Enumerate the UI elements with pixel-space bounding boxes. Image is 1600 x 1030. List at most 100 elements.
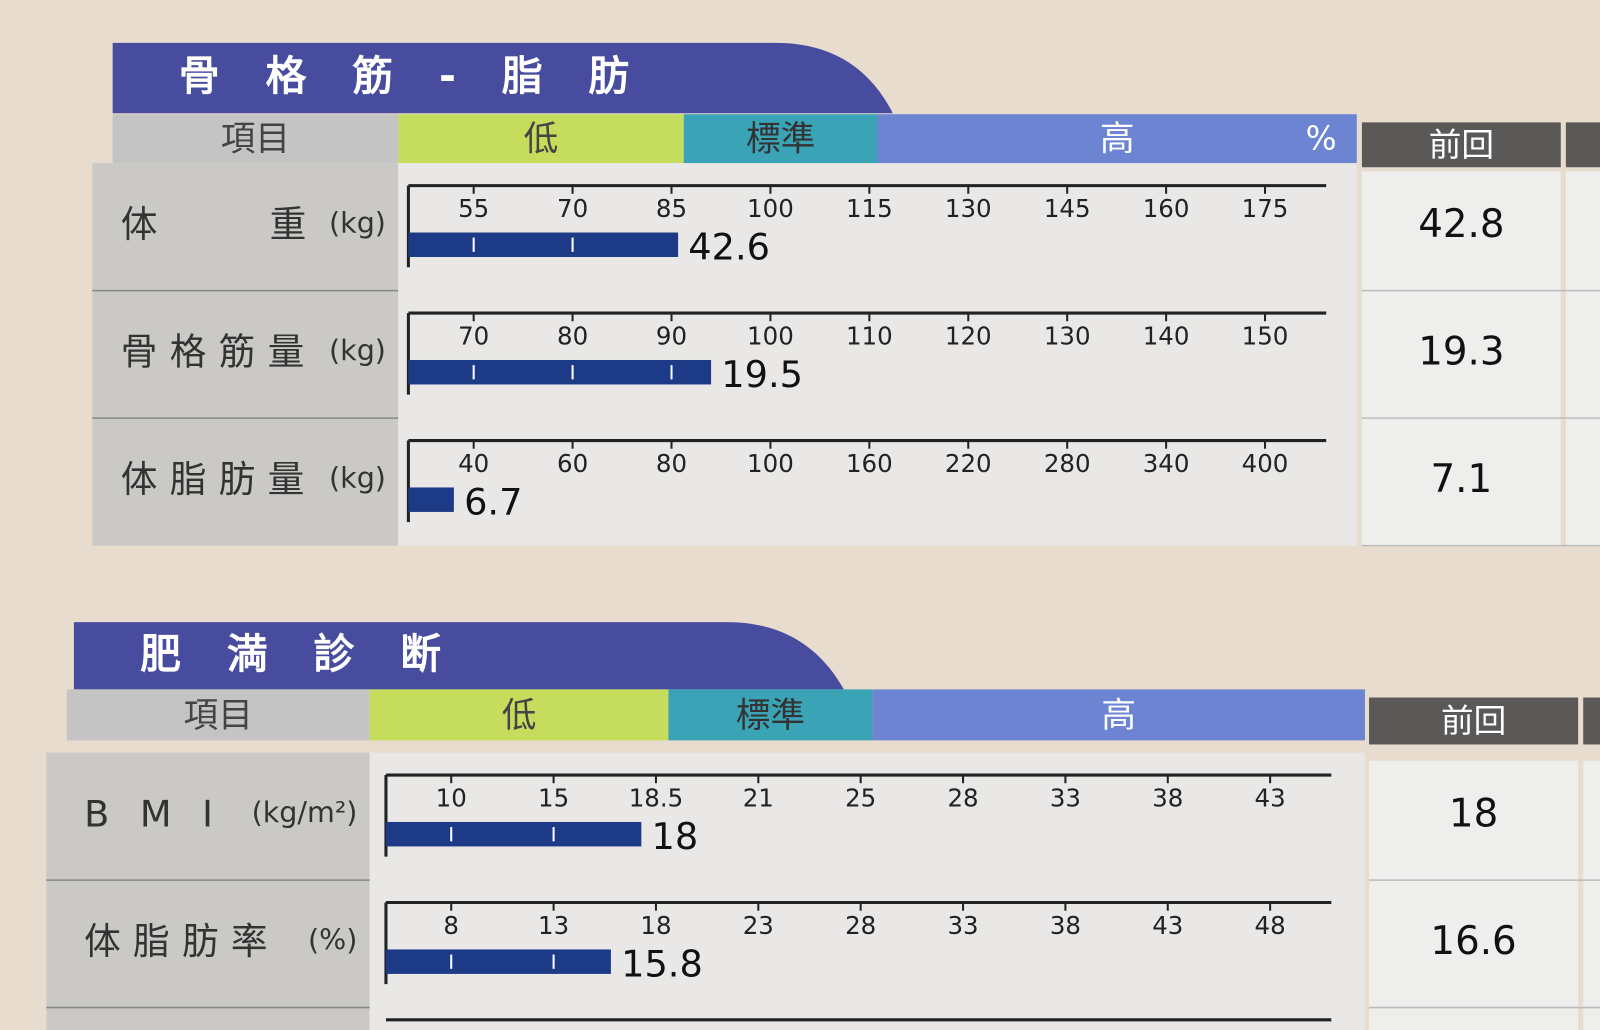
tick-label: 43 — [1255, 784, 1286, 813]
header-cell — [398, 114, 684, 164]
section-banner — [73, 622, 844, 690]
tick-label: 100 — [747, 449, 794, 478]
tick-label: 60 — [557, 449, 588, 478]
tick-label: 80 — [656, 449, 687, 478]
previous-value: 7.1 — [1431, 457, 1493, 502]
bar — [385, 821, 642, 847]
item-column — [92, 163, 399, 546]
header-standard: 標準 — [736, 696, 805, 736]
header-previous: 前回 — [1429, 126, 1494, 164]
header-cell — [66, 689, 370, 741]
row-label: 体脂肪量 — [121, 458, 317, 501]
section-title: 肥満診断 — [140, 630, 487, 678]
chart-area — [398, 163, 1357, 546]
tick-label: 55 — [458, 194, 489, 223]
previous-column — [1361, 171, 1561, 546]
chart-area — [369, 752, 1365, 1030]
bar-value: 18 — [652, 815, 699, 858]
section-banner — [112, 42, 893, 114]
tick-label: 120 — [945, 322, 992, 351]
row-label: 体重 — [121, 203, 419, 246]
row-label: BMI — [84, 792, 243, 835]
tick-label: 110 — [846, 322, 893, 351]
tick-label: 23 — [743, 911, 774, 940]
tick-label: 33 — [947, 911, 978, 940]
tick-label: 28 — [947, 784, 978, 813]
tick-label: 15 — [538, 784, 569, 813]
tick-label: 43 — [1152, 911, 1183, 940]
bar-value: 6.7 — [464, 480, 522, 523]
row-unit: (kg) — [329, 205, 386, 239]
tick-label: 80 — [557, 322, 588, 351]
previous-value: 42.8 — [1418, 202, 1504, 247]
tick-label: 40 — [458, 449, 489, 478]
bar — [408, 487, 454, 512]
bar — [385, 949, 611, 974]
header-high: 高 — [1101, 696, 1136, 736]
tick-label: 90 — [656, 322, 687, 351]
header-cell — [683, 114, 878, 164]
tick-label: 18.5 — [629, 784, 683, 813]
header-standard: 標準 — [746, 120, 815, 160]
previous-value: 19.3 — [1418, 329, 1504, 374]
tick-label: 150 — [1242, 322, 1289, 351]
tick-label: 280 — [1044, 449, 1091, 478]
header-cell — [668, 689, 873, 741]
tick-label: 220 — [945, 449, 992, 478]
tick-label: 13 — [538, 911, 569, 940]
header-low: 低 — [524, 120, 559, 160]
previous-value: 16.6 — [1430, 919, 1516, 964]
tick-label: 21 — [743, 784, 774, 813]
tick-label: 115 — [846, 194, 893, 223]
tick-label: 25 — [845, 784, 876, 813]
tick-label: 140 — [1143, 322, 1190, 351]
tick-label: 38 — [1050, 911, 1081, 940]
header-high: 高 — [1100, 120, 1135, 160]
row-label: 体脂肪率 — [84, 920, 280, 963]
previous-value: 18 — [1449, 791, 1498, 836]
tick-label: 130 — [945, 194, 992, 223]
tick-label: 28 — [845, 911, 876, 940]
tick-label: 400 — [1242, 449, 1289, 478]
tick-label: 18 — [640, 911, 671, 940]
row-unit: (kg) — [329, 460, 386, 494]
tick-label: 160 — [846, 449, 893, 478]
header-cell — [1369, 697, 1579, 745]
header-cell — [872, 689, 1365, 741]
bar-value: 19.5 — [721, 353, 803, 396]
tick-label: 48 — [1255, 911, 1286, 940]
tick-label: 340 — [1143, 449, 1190, 478]
tick-label: 85 — [656, 194, 687, 223]
bar — [408, 359, 712, 385]
tick-label: 160 — [1143, 194, 1190, 223]
tick-label: 70 — [458, 322, 489, 351]
bar — [408, 232, 679, 257]
previous-column — [1583, 760, 1600, 1030]
header-previous: 前回 — [1441, 702, 1506, 740]
header-unit: % — [1306, 120, 1337, 158]
row-unit: (%) — [308, 922, 357, 956]
bar-value: 15.8 — [621, 942, 703, 985]
header-cell — [112, 114, 399, 164]
header-cell — [877, 114, 1357, 164]
header-item: 項目 — [184, 696, 253, 736]
header-low: 低 — [502, 696, 537, 736]
tick-label: 10 — [436, 784, 467, 813]
bar-value: 42.6 — [688, 225, 770, 268]
tick-label: 38 — [1152, 784, 1183, 813]
tick-label: 130 — [1044, 322, 1091, 351]
item-column — [46, 752, 370, 1030]
tick-label: 100 — [747, 322, 794, 351]
tick-label: 145 — [1044, 194, 1091, 223]
tick-label: 175 — [1242, 194, 1289, 223]
row-unit: (kg/m²) — [252, 795, 358, 829]
previous-column — [1565, 171, 1600, 546]
row-label: 骨格筋量 — [121, 330, 317, 373]
tick-label: 8 — [443, 911, 459, 940]
header-cell — [1361, 122, 1561, 168]
header-cell — [1583, 697, 1600, 745]
tick-label: 100 — [747, 194, 794, 223]
header-cell — [369, 689, 669, 741]
